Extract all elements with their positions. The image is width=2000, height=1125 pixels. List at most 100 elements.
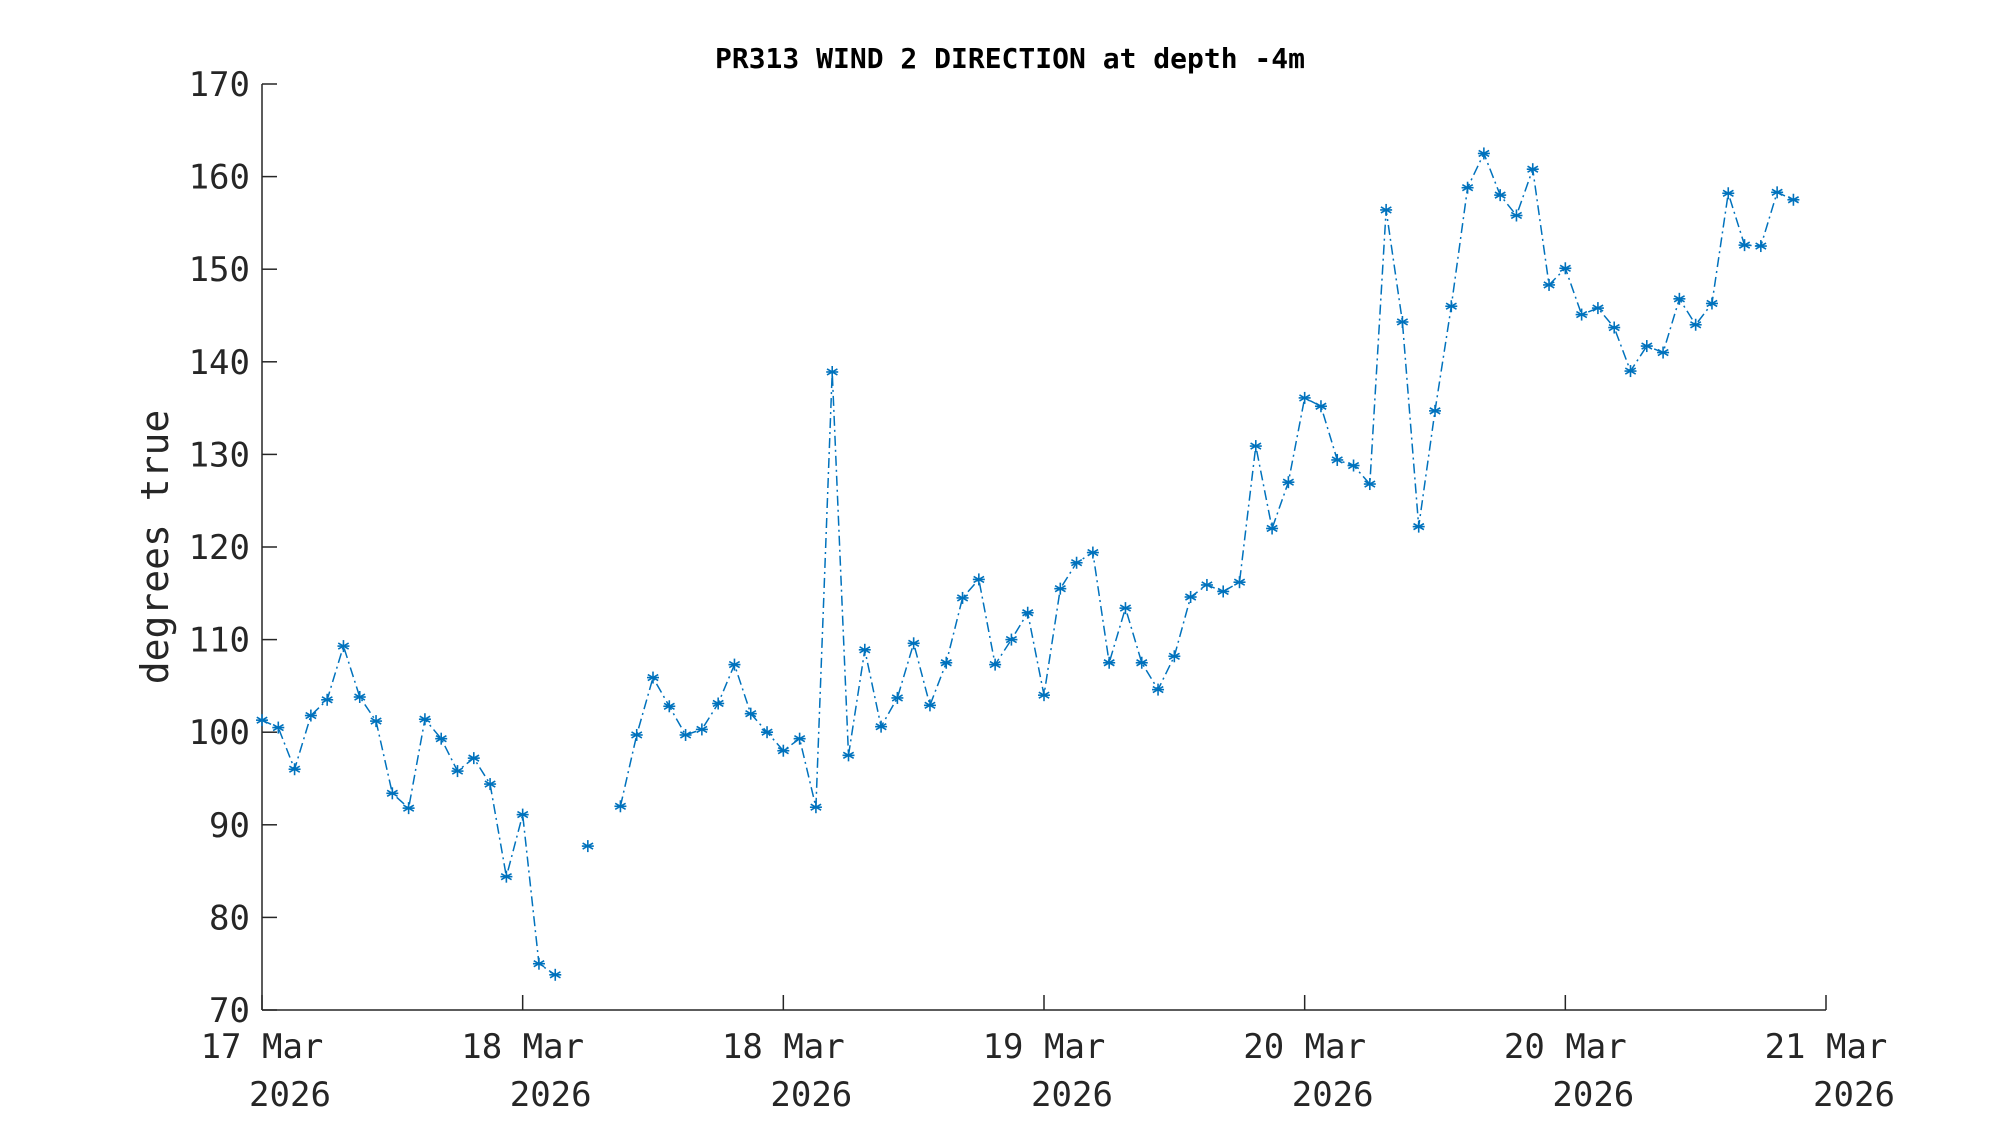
data-point (1543, 278, 1556, 291)
x-tick-label-year: 2026 (770, 1075, 852, 1115)
data-point (647, 671, 659, 684)
x-tick-label-date: 20 Mar (1243, 1027, 1366, 1067)
x-tick-label-date: 18 Mar (722, 1027, 845, 1067)
data-point (989, 658, 1002, 671)
data-point (1510, 209, 1523, 222)
data-point (1526, 163, 1539, 176)
data-point (663, 700, 676, 713)
data-point (516, 808, 529, 821)
x-ticks: 17 Mar 2026 18 Mar 2026 18 Mar 2026 19 Mar 2026… (201, 995, 1895, 1115)
data-point (1771, 186, 1784, 199)
data-point (1119, 602, 1132, 615)
data-point (402, 802, 415, 815)
data-point (1184, 591, 1197, 604)
data-point (1657, 346, 1670, 359)
data-point (451, 765, 464, 778)
y-tick-label: 100 (189, 713, 250, 753)
chart-title: PR313 WIND 2 DIRECTION at depth -4m (715, 42, 1305, 75)
y-tick-label: 130 (189, 435, 250, 475)
data-point (972, 573, 985, 586)
x-tick-label-year: 2026 (1292, 1075, 1374, 1115)
data-point (858, 643, 871, 656)
data-point (761, 726, 774, 739)
data-point (695, 723, 708, 736)
data-point (304, 709, 317, 722)
data-point (1591, 302, 1604, 315)
data-point (418, 713, 431, 726)
data-point (1640, 340, 1653, 353)
data-point (1738, 239, 1751, 252)
data-point (1575, 308, 1588, 321)
data-point (1347, 459, 1360, 472)
y-ticks: 70 80 90 100 110 120 130 140 150 160 170 (189, 65, 277, 1031)
data-point (679, 728, 692, 741)
data-point (923, 699, 936, 712)
data-point (581, 840, 594, 853)
data-point (1282, 476, 1295, 489)
data-point (1233, 576, 1246, 589)
data-point (875, 720, 888, 733)
data-point (891, 691, 904, 704)
data-point (1754, 240, 1767, 253)
data-point (1705, 297, 1718, 310)
data-point (467, 752, 480, 765)
data-point (1429, 404, 1441, 417)
y-tick-label: 170 (189, 65, 250, 105)
data-point (321, 693, 334, 706)
data-point (1249, 440, 1262, 453)
y-axis-label: degrees true (133, 410, 177, 685)
y-tick-label: 150 (189, 250, 250, 290)
data-point (940, 656, 953, 669)
data-point (370, 715, 383, 728)
data-point (1314, 400, 1327, 413)
data-point (549, 968, 562, 981)
data-point (484, 778, 497, 791)
data-point (809, 801, 822, 814)
x-tick-label-year: 2026 (1031, 1075, 1113, 1115)
data-point (1461, 181, 1474, 194)
data-point (1103, 656, 1116, 669)
data-point (1054, 582, 1067, 595)
data-point (1494, 189, 1507, 202)
data-point (532, 957, 545, 970)
data-point (386, 787, 399, 800)
y-tick-label: 110 (189, 621, 250, 661)
x-tick-label-year: 2026 (249, 1075, 331, 1115)
data-point (256, 714, 268, 727)
data-point (1380, 203, 1393, 216)
data-point (1298, 391, 1311, 404)
data-point (614, 800, 627, 813)
x-tick-label-date: 17 Mar (201, 1027, 324, 1067)
data-point (1168, 650, 1181, 663)
data-point (956, 591, 969, 604)
data-point (1624, 365, 1637, 378)
y-tick-label: 90 (209, 806, 250, 846)
data-point (1559, 262, 1572, 275)
data-point (353, 691, 366, 704)
data-point (1266, 522, 1279, 535)
x-tick-label-year: 2026 (510, 1075, 592, 1115)
data-point (793, 732, 806, 745)
data-point (1396, 315, 1409, 328)
x-tick-label-date: 21 Mar (1765, 1027, 1888, 1067)
data-point (500, 870, 513, 883)
x-axis: 17 Mar 2026 18 Mar 2026 18 Mar 2026 19 Mar 2026… (201, 995, 1895, 1115)
y-tick-label: 70 (209, 991, 250, 1031)
data-point (630, 728, 643, 741)
data-point (1445, 300, 1458, 313)
y-tick-label: 140 (189, 343, 250, 383)
y-tick-label: 120 (189, 528, 250, 568)
data-point (1363, 478, 1376, 491)
data-point (435, 732, 448, 745)
data-point (1412, 520, 1425, 533)
data-point (1135, 656, 1148, 669)
data-point (1477, 147, 1490, 160)
data-point (777, 744, 790, 757)
data-point (1038, 689, 1050, 702)
data-point (826, 365, 839, 378)
data-point (1689, 318, 1702, 331)
data-point (842, 749, 855, 762)
data-point (1200, 578, 1213, 591)
x-tick-label-year: 2026 (1552, 1075, 1634, 1115)
